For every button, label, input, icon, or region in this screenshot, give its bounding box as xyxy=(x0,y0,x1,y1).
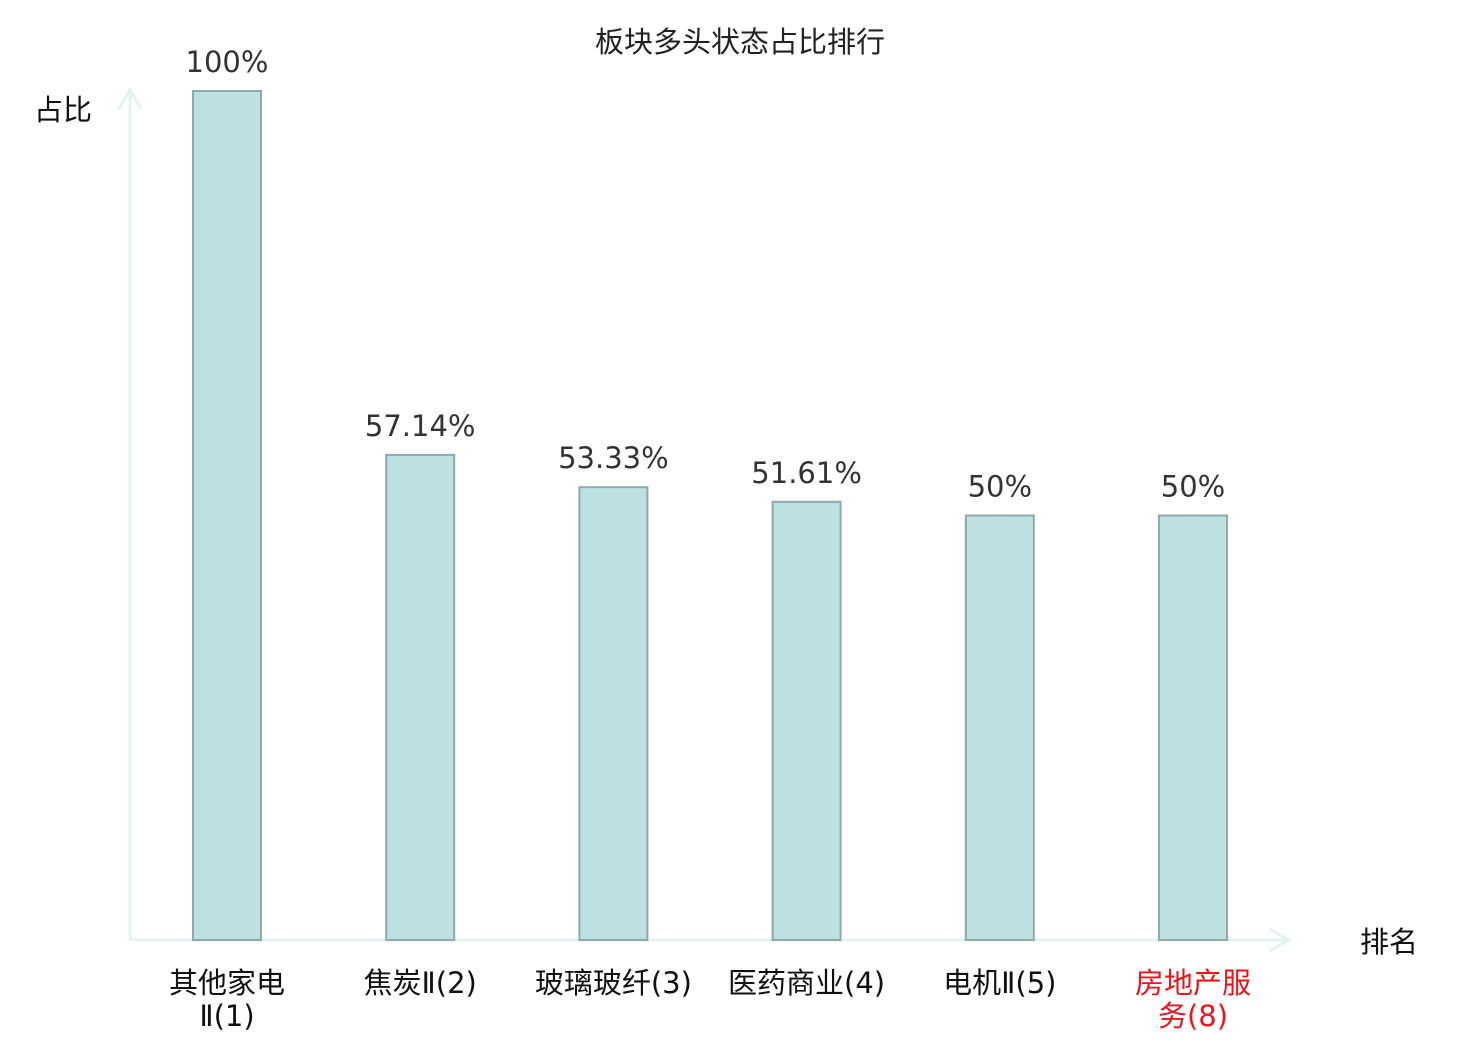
x-axis-arrow xyxy=(1269,927,1292,953)
value-label-3: 53.33% xyxy=(558,441,669,475)
category-label-4: 医药商业(4) xyxy=(728,966,885,1000)
value-label-2: 57.14% xyxy=(365,409,476,443)
category-label-6-line-1: 房地产服 xyxy=(1135,966,1251,1000)
bar-2 xyxy=(385,453,456,941)
axes xyxy=(117,87,1292,953)
y-axis-label: 占比 xyxy=(34,93,92,127)
bar-6 xyxy=(1158,514,1228,941)
category-label-3: 玻璃玻纤(3) xyxy=(535,966,692,1000)
y-axis-arrow xyxy=(117,87,143,110)
category-label-1-line-2: Ⅱ(1) xyxy=(199,999,254,1033)
value-label-1: 100% xyxy=(186,45,269,79)
category-label-1-line-1: 其他家电 xyxy=(169,966,285,1000)
bar-3 xyxy=(578,486,649,941)
value-labels-layer: 100% 57.14% 53.33% 51.61% 50% 50% xyxy=(186,45,1226,504)
value-label-6: 50% xyxy=(1161,470,1225,504)
value-label-5: 50% xyxy=(968,470,1032,504)
category-label-2: 焦炭Ⅱ(2) xyxy=(364,966,477,1000)
category-label-6-line-2: 务(8) xyxy=(1158,999,1228,1033)
value-label-4: 51.61% xyxy=(751,456,862,490)
category-label-5: 电机Ⅱ(5) xyxy=(943,966,1056,1000)
x-axis-label: 排名 xyxy=(1360,925,1418,959)
bars-layer xyxy=(192,90,1228,941)
bar-4 xyxy=(771,500,842,941)
bar-1 xyxy=(192,90,262,941)
chart-title: 板块多头状态占比排行 xyxy=(595,25,885,59)
bar-5 xyxy=(964,514,1035,941)
